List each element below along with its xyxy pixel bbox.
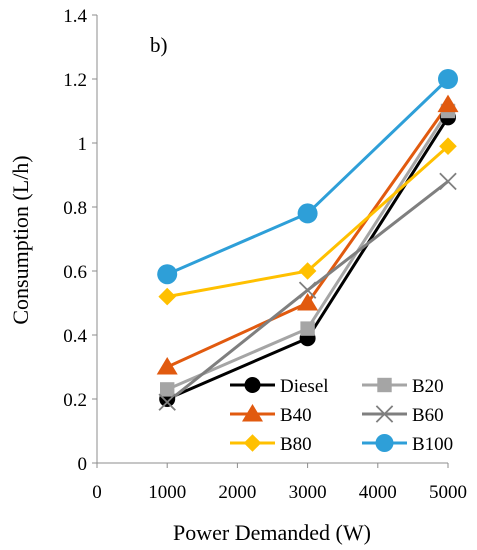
- y-tick-label: 0.2: [63, 390, 87, 411]
- data-point-b20: [160, 382, 175, 397]
- y-tick-label: 0.4: [63, 326, 87, 347]
- data-point-b80: [158, 287, 176, 306]
- panel-label: b): [150, 33, 168, 57]
- y-tick-label: 0: [78, 454, 88, 475]
- y-axis-ticks: 0 0.2 0.4 0.6 0.8 1 1.2 1.4: [63, 6, 97, 475]
- legend-marker-b20: [377, 377, 392, 393]
- x-tick-label: 3000: [289, 482, 327, 503]
- legend-marker-diesel: [244, 377, 261, 393]
- legend-marker-b100: [375, 434, 394, 452]
- data-point-b100: [157, 264, 178, 285]
- data-point-b60: [158, 393, 176, 411]
- legend-label-b80: B80: [280, 434, 312, 455]
- x-tick-label: 2000: [218, 482, 256, 503]
- x-tick-label: 0: [92, 482, 102, 503]
- x-axis-title: Power Demanded (W): [173, 520, 371, 545]
- legend-label-b20: B20: [412, 376, 444, 397]
- data-point-b100: [297, 203, 318, 224]
- series-line-diesel: [166, 116, 450, 401]
- series-markers: [156, 69, 459, 411]
- legend-item-b80: B80: [230, 434, 312, 455]
- series-lines: [166, 77, 450, 404]
- y-tick-label: 0.6: [63, 262, 87, 283]
- data-point-b40: [297, 293, 319, 311]
- legend-item-b60: B60: [362, 405, 444, 426]
- legend-marker-b80: [243, 434, 262, 452]
- y-tick-label: 1.2: [63, 70, 87, 91]
- data-point-b80: [439, 137, 457, 155]
- y-tick-label: 1: [78, 134, 88, 155]
- x-axis-ticks: 0 1000 2000 3000 4000 5000: [92, 463, 467, 503]
- data-point-b20: [300, 321, 315, 336]
- legend: Diesel B20 B40 B60 B80 B100: [230, 376, 453, 455]
- data-point-b100: [438, 69, 458, 89]
- y-tick-label: 0.8: [63, 198, 87, 219]
- legend-label-b60: B60: [412, 405, 444, 426]
- y-axis-title: Consumption (L/h): [8, 155, 33, 324]
- legend-item-b20: B20: [362, 376, 444, 397]
- legend-marker-b60: [375, 405, 394, 423]
- x-tick-label: 5000: [429, 482, 467, 503]
- legend-label-diesel: Diesel: [280, 376, 329, 397]
- data-point-b80: [298, 262, 317, 280]
- legend-marker-b40: [242, 404, 263, 422]
- x-tick-label: 4000: [359, 482, 397, 503]
- legend-item-diesel: Diesel: [230, 376, 329, 397]
- y-tick-label: 1.4: [63, 6, 87, 27]
- x-tick-label: 1000: [148, 482, 186, 503]
- legend-item-b40: B40: [230, 404, 312, 426]
- data-point-b60: [298, 281, 317, 299]
- legend-label-b40: B40: [280, 405, 312, 426]
- data-point-b40: [156, 357, 178, 375]
- plot-area: 0 0.2 0.4 0.6 0.8 1 1.2 1.4 0 1000 2000 3000 4000 50…: [63, 6, 467, 503]
- data-point-b40: [437, 94, 459, 113]
- data-point-b60: [439, 172, 457, 191]
- legend-item-b100: B100: [362, 434, 453, 455]
- legend-label-b100: B100: [412, 434, 453, 455]
